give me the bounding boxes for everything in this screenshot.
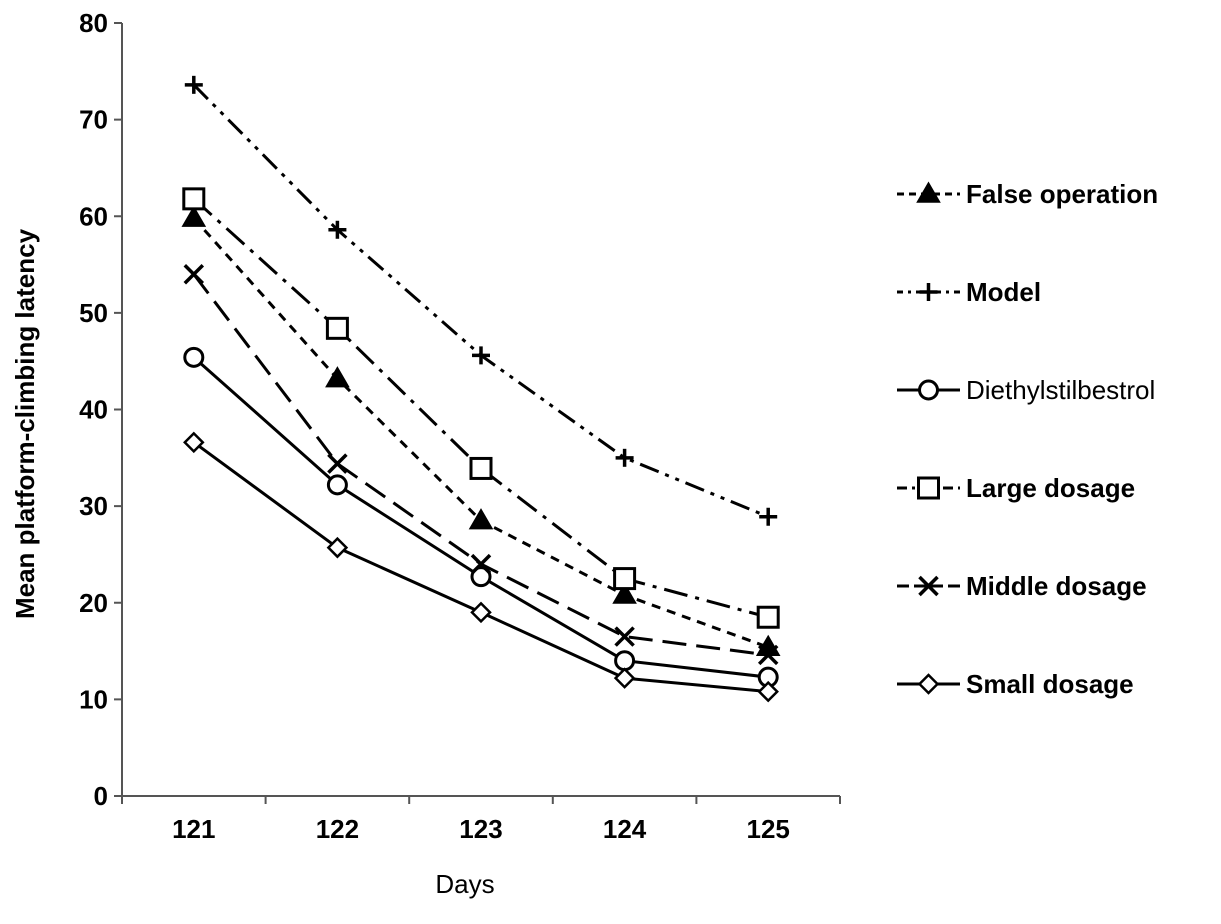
legend-marker-plus xyxy=(919,283,938,301)
data-point-diethylstilbestrol xyxy=(183,346,205,368)
legend-item-false-operation: False operation xyxy=(897,179,1158,209)
data-point-large-dosage xyxy=(756,605,780,629)
series-lines xyxy=(192,83,769,694)
data-point-model xyxy=(759,507,778,526)
data-point-small-dosage xyxy=(470,601,492,624)
data-point-model xyxy=(615,448,634,467)
x-tick-label: 123 xyxy=(459,814,502,844)
data-point-middle-dosage xyxy=(614,626,635,647)
data-point-false-operation xyxy=(325,366,350,388)
data-point-model xyxy=(328,220,347,239)
data-point-false-operation xyxy=(612,582,637,604)
data-point-small-dosage xyxy=(757,680,779,703)
legend-label: False operation xyxy=(966,179,1158,209)
y-tick-label: 80 xyxy=(79,8,108,38)
legend-label: Middle dosage xyxy=(966,571,1147,601)
data-point-false-operation xyxy=(181,205,207,227)
y-tick-label: 0 xyxy=(94,781,108,811)
data-point-small-dosage xyxy=(326,536,349,559)
y-tick-label: 60 xyxy=(79,201,108,231)
legend-item-model: Model xyxy=(897,277,1041,307)
x-tick-label: 121 xyxy=(172,814,215,844)
x-axis-title: Days xyxy=(435,869,494,899)
chart-legend: False operation Model Diethylstilbestrol La… xyxy=(897,179,1158,699)
series-line-model xyxy=(192,83,769,519)
data-point-middle-dosage xyxy=(470,553,492,575)
y-tick-label: 50 xyxy=(79,298,108,328)
legend-item-small-dosage: Small dosage xyxy=(897,669,1134,699)
legend-item-large-dosage: Large dosage xyxy=(897,473,1135,503)
data-point-large-dosage xyxy=(325,316,349,340)
legend-marker-square xyxy=(917,476,940,500)
legend-label: Large dosage xyxy=(966,473,1135,503)
y-tick-label: 10 xyxy=(79,684,108,714)
data-point-diethylstilbestrol xyxy=(326,474,348,496)
y-axis-title: Mean platform-climbing latency xyxy=(10,228,40,619)
data-point-large-dosage xyxy=(469,456,493,480)
data-point-small-dosage xyxy=(613,667,636,689)
y-tick-label: 20 xyxy=(79,588,108,618)
data-point-middle-dosage xyxy=(757,644,779,666)
data-point-diethylstilbestrol xyxy=(470,566,492,588)
legend-marker-diamond xyxy=(917,673,940,695)
legend-label: Diethylstilbestrol xyxy=(966,375,1155,405)
x-tick-label: 125 xyxy=(747,814,790,844)
data-point-model xyxy=(184,75,203,94)
legend-marker-x xyxy=(918,575,939,597)
y-tick-label: 70 xyxy=(79,105,108,135)
data-point-large-dosage xyxy=(182,187,206,211)
series-line-large-dosage xyxy=(192,197,769,619)
legend-label: Small dosage xyxy=(966,669,1134,699)
x-tick-label: 122 xyxy=(316,814,359,844)
data-point-middle-dosage xyxy=(327,453,348,474)
series-markers xyxy=(181,75,781,703)
y-tick-label: 40 xyxy=(79,395,108,425)
chart-axes: 0 10 20 30 40 50 60 70 80 121 122 123 124 125 xyxy=(79,8,841,844)
data-point-false-operation xyxy=(468,508,494,530)
data-point-middle-dosage xyxy=(183,263,205,285)
data-point-small-dosage xyxy=(183,431,205,454)
legend-label: Model xyxy=(966,277,1041,307)
legend-item-middle-dosage: Middle dosage xyxy=(897,571,1147,601)
x-tick-label: 124 xyxy=(603,814,647,844)
legend-marker-circle xyxy=(918,379,939,401)
legend-item-diethylstilbestrol: Diethylstilbestrol xyxy=(897,375,1155,405)
y-tick-label: 30 xyxy=(79,491,108,521)
data-point-model xyxy=(472,346,490,365)
data-point-large-dosage xyxy=(613,567,637,591)
legend-marker-triangle xyxy=(916,181,941,203)
data-point-diethylstilbestrol xyxy=(614,650,636,672)
